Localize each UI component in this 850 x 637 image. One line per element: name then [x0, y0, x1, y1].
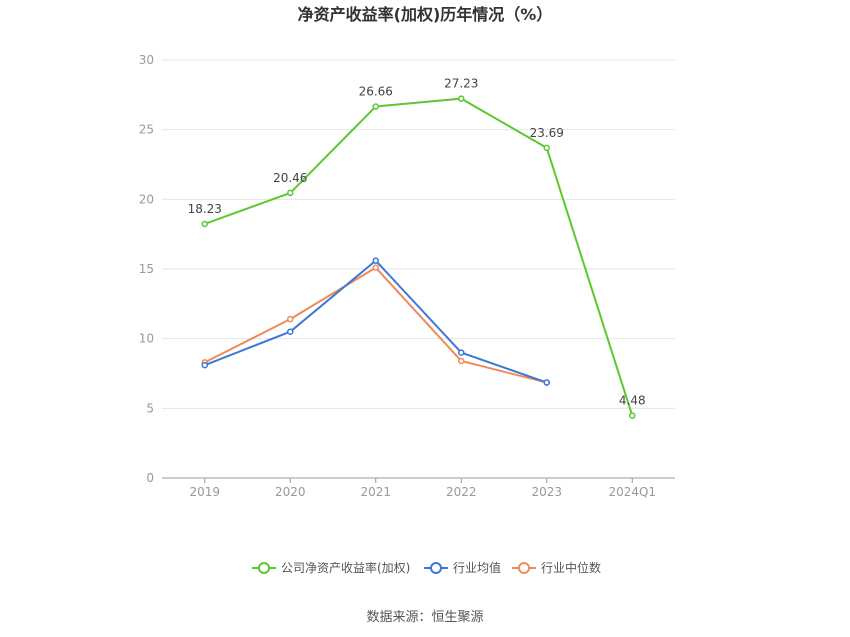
data-label: 26.66 — [359, 85, 393, 99]
legend-label: 行业均值 — [453, 560, 501, 575]
x-tick-label: 2020 — [275, 485, 306, 499]
legend: 公司净资产收益率(加权) 行业均值 行业中位数 — [252, 560, 601, 575]
data-point[interactable] — [543, 144, 550, 152]
chart-title: 净资产收益率(加权)历年情况（%） — [298, 5, 553, 24]
data-label: 18.23 — [188, 202, 222, 216]
x-axis: 2019 2020 2021 2022 2023 2024Q1 — [162, 477, 675, 499]
data-point[interactable] — [201, 220, 208, 228]
data-point[interactable] — [287, 189, 294, 197]
y-tick-label: 25 — [139, 123, 154, 137]
y-tick-label: 30 — [139, 53, 154, 67]
data-point[interactable] — [629, 412, 636, 419]
data-point[interactable] — [458, 357, 465, 365]
data-point[interactable] — [372, 103, 379, 110]
legend-swatch-marker — [518, 562, 530, 574]
data-label: 27.23 — [444, 77, 478, 91]
data-label: 4.48 — [619, 394, 646, 408]
legend-label: 公司净资产收益率(加权) — [281, 560, 410, 575]
series-1 — [201, 257, 550, 386]
data-point[interactable] — [458, 349, 465, 356]
y-tick-label: 10 — [139, 332, 154, 346]
legend-swatch-marker — [258, 562, 270, 574]
legend-label: 行业中位数 — [541, 560, 601, 575]
data-point[interactable] — [287, 315, 294, 323]
grid-lines — [162, 59, 675, 409]
data-point[interactable] — [287, 328, 294, 335]
data-point[interactable] — [543, 379, 550, 386]
data-point[interactable] — [458, 95, 465, 102]
data-label: 20.46 — [273, 171, 307, 185]
data-point[interactable] — [372, 264, 379, 271]
series-line — [204, 259, 548, 384]
y-tick-label: 5 — [146, 401, 154, 415]
series-group: 18.23 20.46 26.66 27.23 23.69 4.48 — [188, 77, 646, 419]
y-tick-label: 15 — [139, 262, 154, 276]
legend-item[interactable]: 行业中位数 — [512, 560, 601, 575]
y-axis: 0 5 10 15 20 25 30 — [139, 53, 154, 485]
source-note: 数据来源：恒生聚源 — [366, 610, 483, 625]
series-0: 18.23 20.46 26.66 27.23 23.69 4.48 — [188, 77, 646, 419]
legend-item[interactable]: 行业均值 — [424, 560, 501, 575]
data-point[interactable] — [372, 257, 379, 264]
x-tick-label: 2024Q1 — [608, 485, 656, 499]
x-tick-label: 2019 — [189, 485, 220, 499]
legend-swatch-marker — [430, 562, 442, 574]
y-tick-label: 0 — [146, 471, 154, 485]
legend-item[interactable]: 公司净资产收益率(加权) — [252, 560, 410, 575]
x-tick-label: 2022 — [446, 485, 477, 499]
y-tick-label: 20 — [139, 192, 154, 206]
x-tick-label: 2023 — [531, 485, 562, 499]
data-point[interactable] — [201, 361, 208, 369]
x-tick-label: 2021 — [360, 485, 391, 499]
series-line — [204, 97, 634, 416]
series-2 — [201, 264, 550, 386]
data-label: 23.69 — [530, 126, 564, 140]
